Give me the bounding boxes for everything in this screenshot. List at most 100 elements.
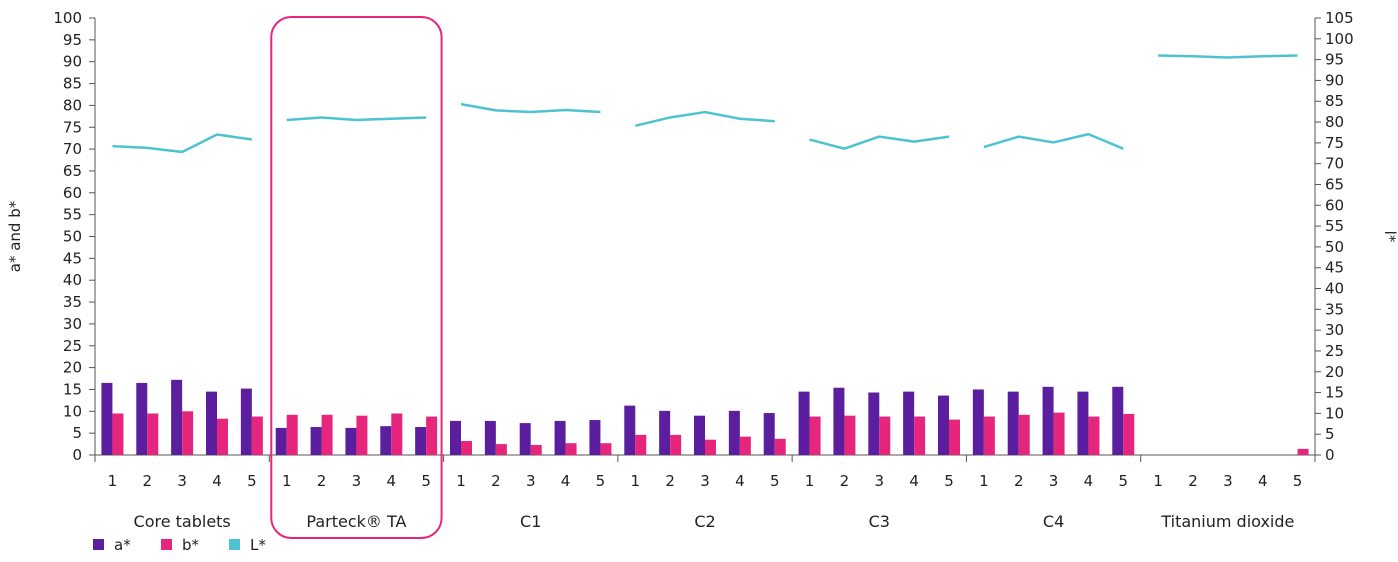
x-sub-label: 5	[247, 472, 257, 490]
bar-a-star	[310, 427, 322, 455]
y-tick-label-left: 95	[63, 31, 82, 49]
y-tick-label-right: 10	[1325, 404, 1344, 422]
x-sub-label: 1	[1153, 472, 1163, 490]
y-axis-title-right: l*	[1381, 231, 1398, 243]
y-tick-label-left: 20	[63, 359, 82, 377]
legend-swatch-b-star	[161, 539, 172, 550]
bar-b-star	[949, 419, 960, 455]
bar-b-star	[635, 434, 647, 455]
x-sub-label: 2	[317, 472, 327, 490]
y-tick-label-left: 10	[63, 402, 82, 420]
y-tick-label-right: 35	[1325, 300, 1344, 318]
x-sub-label: 2	[143, 472, 153, 490]
x-group-label: C1	[520, 512, 541, 531]
bar-b-star	[391, 413, 403, 455]
bar-a-star	[345, 427, 357, 455]
bar-a-star	[415, 427, 427, 455]
y-axis-title-left: a* and b*	[6, 200, 24, 272]
bar-b-star	[286, 414, 298, 455]
y-tick-label-right: 0	[1325, 446, 1335, 464]
bar-a-star	[380, 426, 392, 455]
bar-a-star	[519, 423, 531, 455]
x-sub-label: 5	[944, 472, 954, 490]
bar-a-star	[624, 405, 636, 455]
bar-b-star	[1018, 414, 1030, 455]
bar-b-star	[600, 443, 612, 455]
bar-a-star	[728, 410, 740, 455]
x-group-label: C3	[869, 512, 890, 531]
y-tick-label-left: 45	[63, 249, 82, 267]
bar-a-star	[1042, 386, 1054, 455]
y-tick-label-right: 60	[1325, 196, 1344, 214]
x-sub-label: 4	[735, 472, 745, 490]
x-sub-label: 3	[1223, 472, 1233, 490]
bar-b-star	[217, 418, 228, 455]
y-tick-label-left: 70	[63, 140, 82, 158]
line-l-star	[460, 102, 601, 114]
line-l-star	[1158, 54, 1298, 59]
bar-b-star	[1297, 448, 1309, 455]
x-group-label: C4	[1043, 512, 1064, 531]
bar-b-star	[182, 411, 194, 455]
y-tick-label-left: 100	[53, 9, 82, 27]
x-sub-label: 4	[1258, 472, 1268, 490]
legend-label-l-star: L*	[250, 536, 266, 554]
bar-a-star	[659, 410, 671, 455]
x-sub-label: 4	[1084, 472, 1094, 490]
y-tick-label-left: 35	[63, 293, 82, 311]
y-tick-label-right: 100	[1325, 30, 1354, 48]
legend-swatch-l-star	[229, 539, 240, 550]
bar-b-star	[705, 439, 716, 455]
x-sub-label: 1	[805, 472, 815, 490]
y-tick-label-right: 75	[1325, 134, 1344, 152]
bar-b-star	[739, 436, 751, 455]
y-tick-label-left: 25	[63, 337, 82, 355]
bar-b-star	[530, 444, 542, 455]
x-sub-label: 4	[387, 472, 397, 490]
y-tick-label-left: 0	[72, 446, 82, 464]
line-l-star	[983, 132, 1124, 150]
line-l-star	[112, 133, 253, 154]
x-sub-label: 5	[596, 472, 606, 490]
bar-a-star	[833, 387, 845, 455]
highlight-box	[270, 16, 443, 539]
bar-b-star	[914, 416, 926, 455]
bar-b-star	[1053, 412, 1065, 455]
y-tick-label-left: 60	[63, 184, 82, 202]
bar-a-star	[171, 379, 183, 455]
x-sub-label: 3	[875, 472, 885, 490]
y-tick-label-left: 5	[72, 424, 82, 442]
bar-a-star	[1007, 391, 1019, 455]
bar-b-star	[356, 415, 368, 455]
x-group-label: Core tablets	[134, 512, 231, 531]
bar-b-star	[321, 414, 333, 455]
x-sub-label: 2	[1014, 472, 1024, 490]
y-tick-label-right: 25	[1325, 342, 1344, 360]
x-sub-label: 1	[108, 472, 118, 490]
bar-a-star	[101, 382, 113, 455]
x-sub-label: 4	[561, 472, 571, 490]
bar-a-star	[938, 395, 949, 455]
y-tick-label-right: 95	[1325, 51, 1344, 69]
y-tick-label-right: 90	[1325, 71, 1344, 89]
y-tick-label-right: 50	[1325, 238, 1344, 256]
bar-b-star	[565, 443, 577, 455]
x-sub-label: 1	[282, 472, 292, 490]
bar-b-star	[1123, 413, 1135, 455]
x-sub-label: 2	[665, 472, 675, 490]
y-tick-label-left: 40	[63, 271, 82, 289]
y-tick-label-left: 55	[63, 206, 82, 224]
x-group-label: Titanium dioxide	[1160, 512, 1294, 531]
bar-b-star	[809, 416, 821, 455]
bar-b-star	[147, 413, 159, 455]
bar-b-star	[879, 416, 891, 455]
x-sub-label: 4	[909, 472, 919, 490]
x-sub-label: 5	[1293, 472, 1303, 490]
bar-a-star	[972, 389, 984, 455]
bar-b-star	[251, 416, 263, 455]
x-group-label: Parteck® TA	[306, 512, 406, 531]
x-sub-label: 5	[421, 472, 431, 490]
y-tick-label-right: 85	[1325, 92, 1344, 110]
y-tick-label-right: 105	[1325, 9, 1354, 27]
